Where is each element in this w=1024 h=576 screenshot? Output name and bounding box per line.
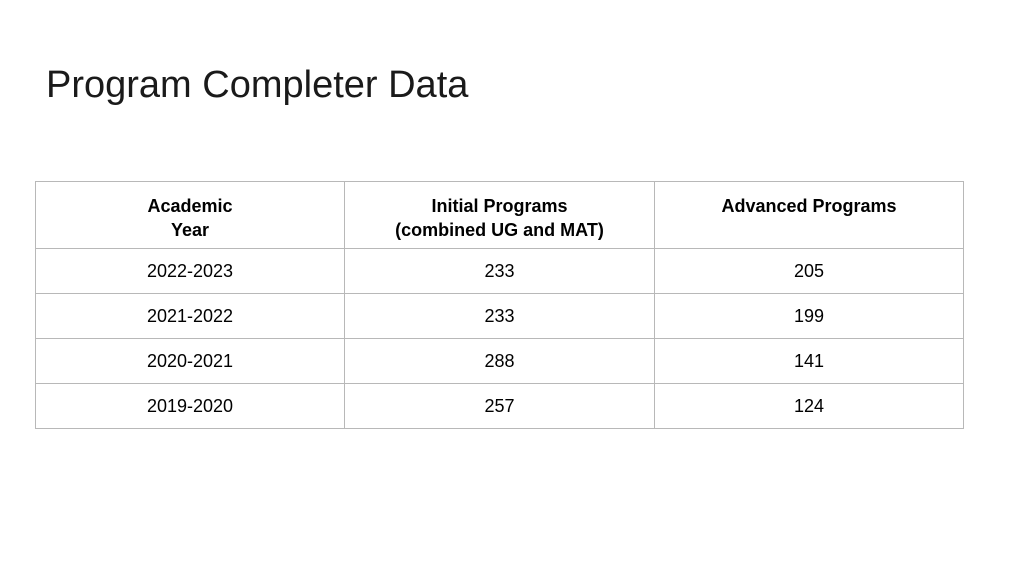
table-row: 2021-2022 233 199 <box>35 293 964 339</box>
completer-table: Academic Year Initial Programs (combined… <box>35 181 964 429</box>
advanced-programs-cell: 141 <box>654 338 964 384</box>
initial-programs-cell: 233 <box>344 248 655 294</box>
header-academic-year-line2: Year <box>170 220 210 240</box>
header-initial-programs-line2: (combined UG and MAT) <box>395 220 604 240</box>
table-header-row: Academic Year Initial Programs (combined… <box>35 181 964 249</box>
header-advanced-programs: Advanced Programs <box>654 181 964 249</box>
header-initial-programs-line1: Initial Programs <box>431 196 568 216</box>
advanced-programs-cell: 199 <box>654 293 964 339</box>
header-academic-year-line1: Academic <box>147 196 233 216</box>
initial-programs-cell: 288 <box>344 338 655 384</box>
header-advanced-programs-line1: Advanced Programs <box>721 196 897 216</box>
academic-year-cell: 2021-2022 <box>35 293 345 339</box>
header-initial-programs: Initial Programs (combined UG and MAT) <box>344 181 655 249</box>
advanced-programs-cell: 124 <box>654 383 964 429</box>
initial-programs-cell: 257 <box>344 383 655 429</box>
table-row: 2020-2021 288 141 <box>35 338 964 384</box>
academic-year-cell: 2019-2020 <box>35 383 345 429</box>
header-academic-year: Academic Year <box>35 181 345 249</box>
page-title: Program Completer Data <box>46 64 469 106</box>
advanced-programs-cell: 205 <box>654 248 964 294</box>
table-row: 2019-2020 257 124 <box>35 383 964 429</box>
academic-year-cell: 2022-2023 <box>35 248 345 294</box>
academic-year-cell: 2020-2021 <box>35 338 345 384</box>
table-row: 2022-2023 233 205 <box>35 248 964 294</box>
initial-programs-cell: 233 <box>344 293 655 339</box>
